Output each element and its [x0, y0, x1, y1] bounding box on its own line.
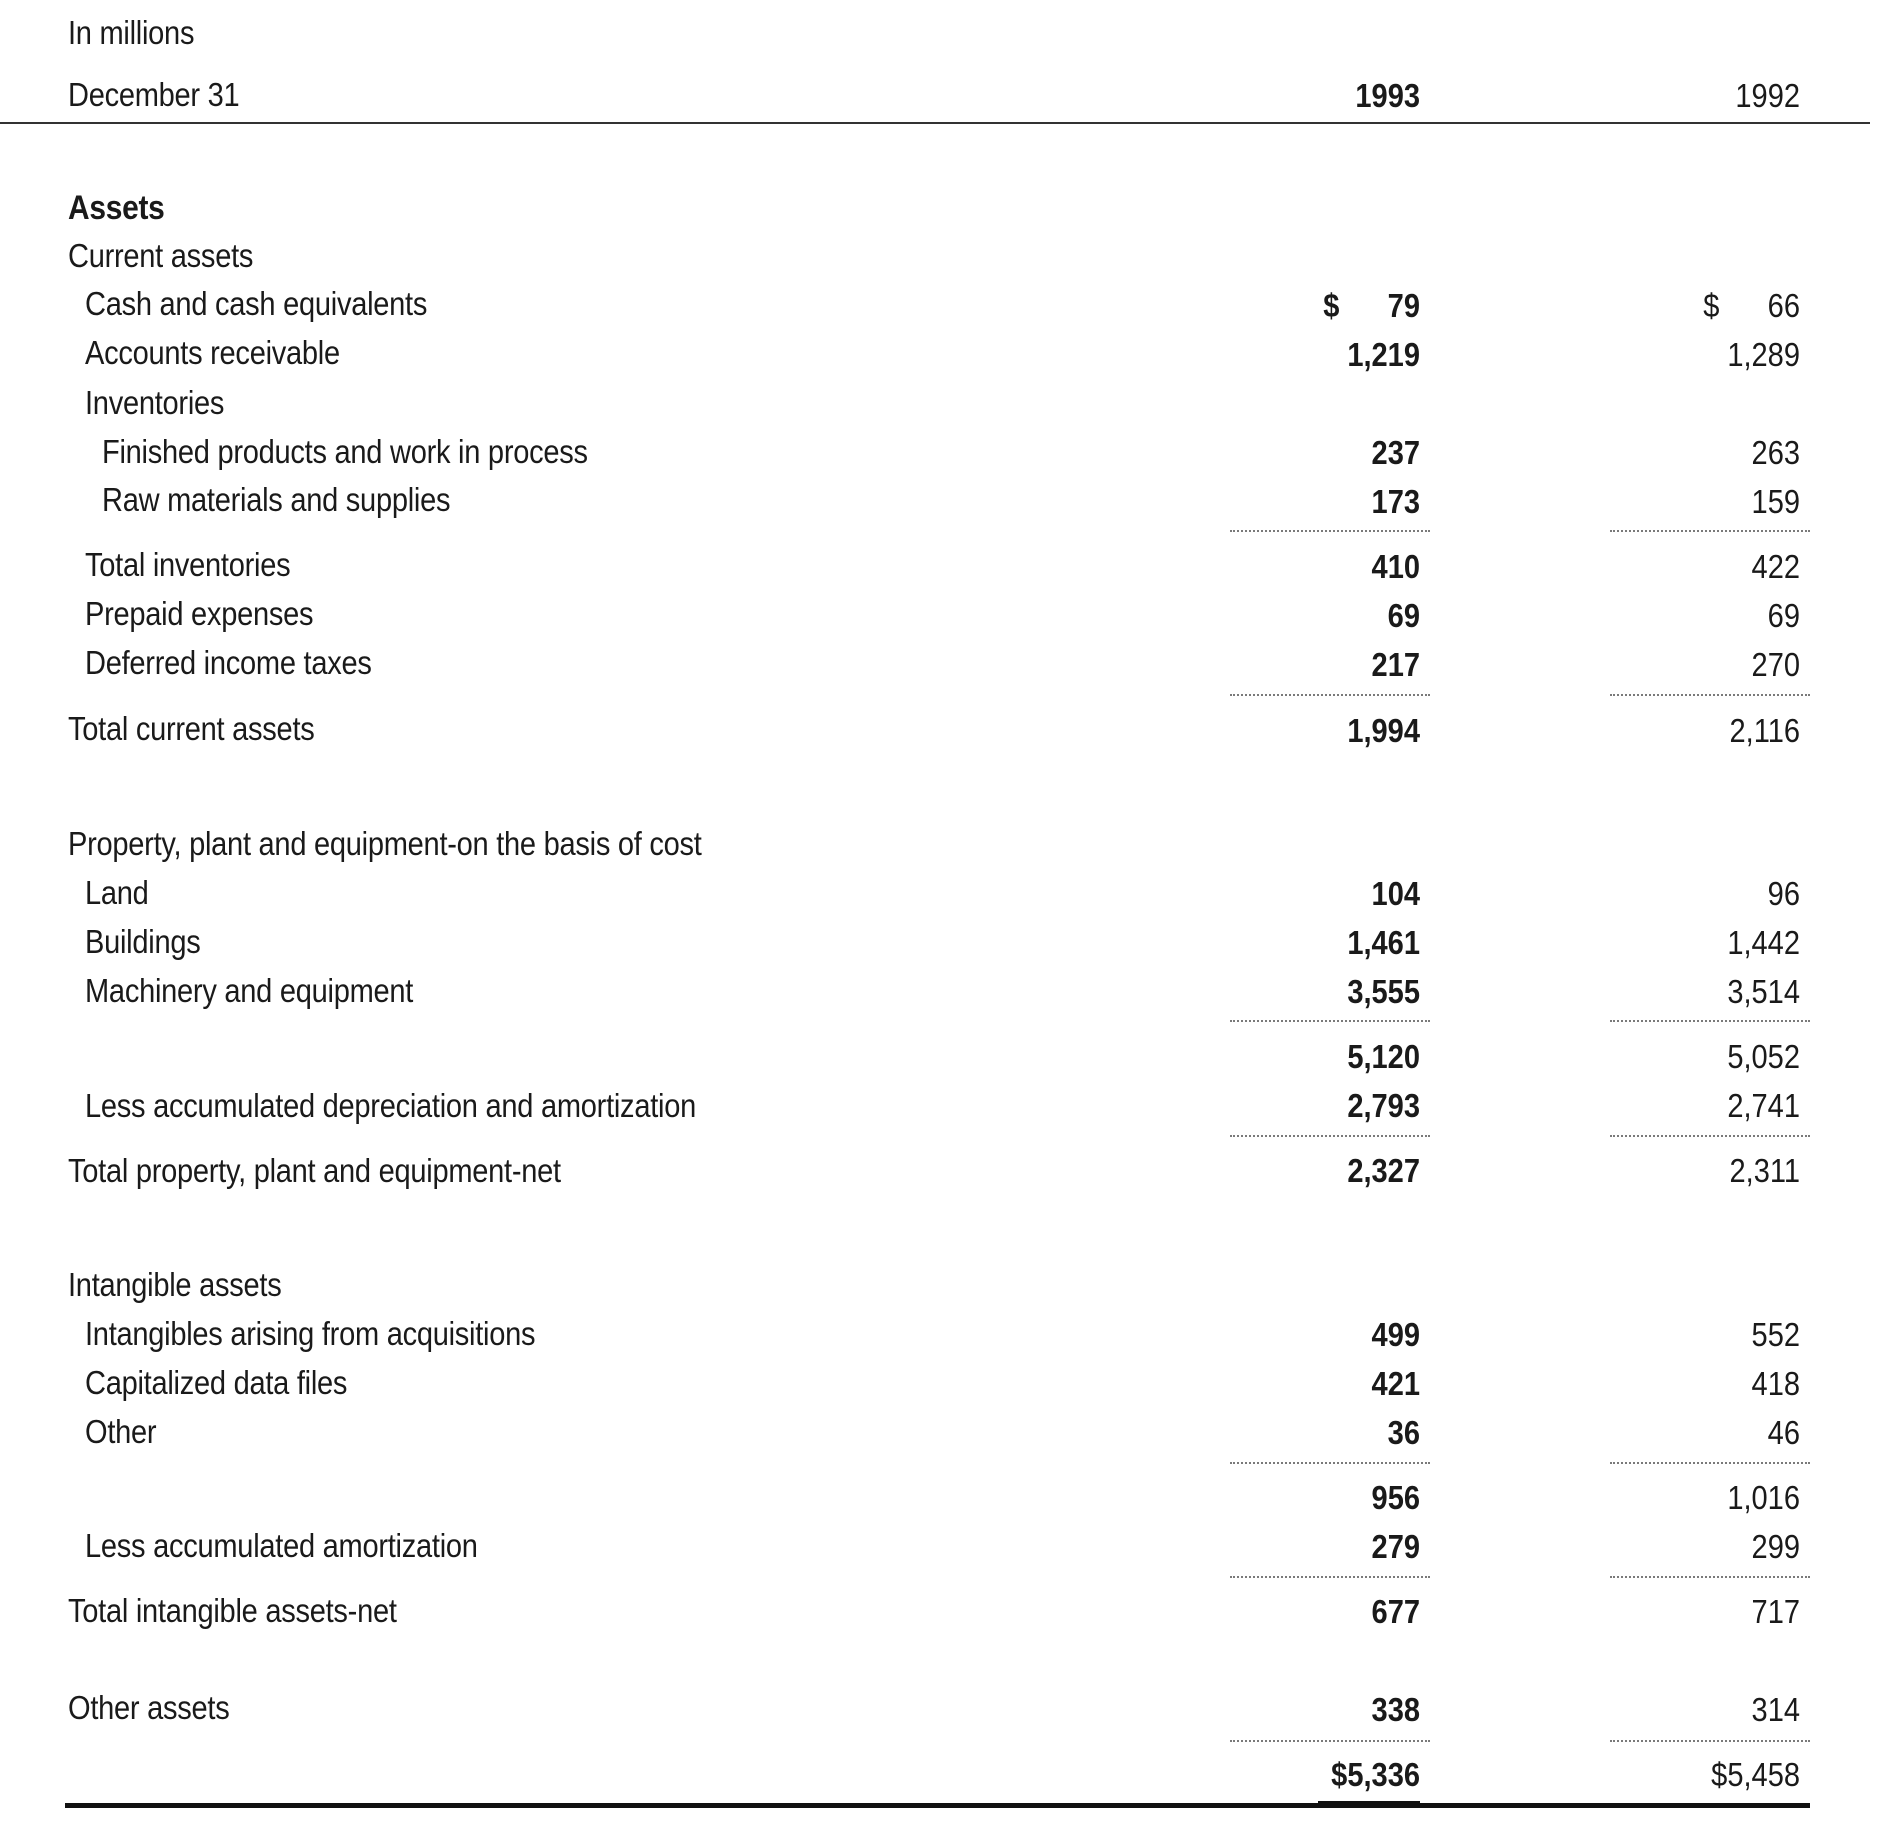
- prepaid-label: Prepaid expenses: [85, 595, 314, 632]
- deferred-current: 217: [1371, 646, 1420, 683]
- receivables-current: 1,219: [1347, 336, 1420, 373]
- subtotal-rule: [1610, 1462, 1810, 1464]
- receivables-prior: 1,289: [1727, 336, 1800, 373]
- machinery-label: Machinery and equipment: [85, 972, 414, 1009]
- buildings-label: Buildings: [85, 923, 201, 960]
- data-files-prior: 418: [1751, 1365, 1800, 1402]
- finished-prior: 263: [1751, 434, 1800, 471]
- total-current-current: 1,994: [1347, 712, 1420, 749]
- current-assets-heading: Current assets: [68, 237, 254, 274]
- total-ppe-prior: 2,311: [1729, 1152, 1800, 1189]
- machinery-current: 3,555: [1347, 973, 1420, 1010]
- subtotal-rule: [1610, 1020, 1810, 1022]
- cash-current-value: 79: [1387, 287, 1420, 324]
- raw-label: Raw materials and supplies: [102, 481, 451, 518]
- accum-dep-current: 2,793: [1347, 1087, 1420, 1124]
- accum-dep-prior: 2,741: [1727, 1087, 1800, 1124]
- buildings-prior: 1,442: [1727, 924, 1800, 961]
- ppe-subtotal-prior: 5,052: [1727, 1038, 1800, 1075]
- other-intangible-label: Other: [85, 1413, 157, 1450]
- total-assets-current: $5,336: [1331, 1756, 1420, 1793]
- header-rule: [0, 122, 1870, 124]
- data-files-current: 421: [1371, 1365, 1420, 1402]
- receivables-label: Accounts receivable: [85, 334, 340, 371]
- acquisitions-label: Intangibles arising from acquisitions: [85, 1315, 536, 1352]
- unit-label: In millions: [68, 14, 195, 51]
- accum-dep-label: Less accumulated depreciation and amorti…: [85, 1087, 696, 1124]
- raw-prior: 159: [1751, 483, 1800, 520]
- total-current-label: Total current assets: [68, 710, 315, 747]
- subtotal-rule: [1610, 1740, 1810, 1742]
- other-assets-current: 338: [1371, 1691, 1420, 1728]
- subtotal-rule: [1610, 1135, 1810, 1137]
- date-label: December 31: [68, 76, 240, 113]
- acquisitions-prior: 552: [1751, 1316, 1800, 1353]
- data-files-label: Capitalized data files: [85, 1364, 348, 1401]
- accum-amort-prior: 299: [1751, 1528, 1800, 1565]
- deferred-label: Deferred income taxes: [85, 644, 372, 681]
- land-prior: 96: [1767, 875, 1800, 912]
- subtotal-rule: [1230, 1020, 1430, 1022]
- cash-prior-value: 66: [1767, 287, 1800, 324]
- prepaid-prior: 69: [1767, 597, 1800, 634]
- subtotal-rule: [1230, 1135, 1430, 1137]
- total-intangible-label: Total intangible assets-net: [68, 1592, 397, 1629]
- other-intangible-current: 36: [1387, 1414, 1420, 1451]
- machinery-prior: 3,514: [1727, 973, 1800, 1010]
- subtotal-rule: [1230, 694, 1430, 696]
- intangibles-heading: Intangible assets: [68, 1266, 282, 1303]
- other-intangible-prior: 46: [1767, 1414, 1800, 1451]
- currency-symbol: $: [1703, 287, 1720, 324]
- prepaid-current: 69: [1387, 597, 1420, 634]
- intangible-subtotal-current: 956: [1371, 1479, 1420, 1516]
- subtotal-rule: [1610, 694, 1810, 696]
- land-label: Land: [85, 874, 149, 911]
- subtotal-rule: [1230, 1576, 1430, 1578]
- other-assets-prior: 314: [1751, 1691, 1800, 1728]
- bottom-rule: [65, 1803, 1810, 1808]
- subtotal-rule: [1230, 530, 1430, 532]
- inventories-heading: Inventories: [85, 384, 225, 421]
- cash-prior: $66: [1571, 286, 1800, 326]
- subtotal-rule: [1610, 530, 1810, 532]
- acquisitions-current: 499: [1371, 1316, 1420, 1353]
- buildings-current: 1,461: [1347, 924, 1420, 961]
- total-inventories-prior: 422: [1751, 548, 1800, 585]
- total-inventories-label: Total inventories: [85, 546, 291, 583]
- finished-current: 237: [1371, 434, 1420, 471]
- cash-label: Cash and cash equivalents: [85, 285, 428, 322]
- deferred-prior: 270: [1751, 646, 1800, 683]
- subtotal-rule: [1230, 1740, 1430, 1742]
- total-intangible-prior: 717: [1751, 1593, 1800, 1630]
- total-ppe-current: 2,327: [1347, 1152, 1420, 1189]
- cash-current: $79: [1191, 286, 1420, 326]
- ppe-heading: Property, plant and equipment-on the bas…: [68, 825, 702, 862]
- other-assets-label: Other assets: [68, 1689, 230, 1726]
- subtotal-rule: [1610, 1576, 1810, 1578]
- currency-symbol: $: [1323, 287, 1340, 324]
- subtotal-rule: [1230, 1462, 1430, 1464]
- land-current: 104: [1371, 875, 1420, 912]
- total-assets-prior: $5,458: [1711, 1756, 1800, 1793]
- total-underline: [1318, 1801, 1420, 1804]
- accum-amort-current: 279: [1371, 1528, 1420, 1565]
- total-inventories-current: 410: [1371, 548, 1420, 585]
- total-current-prior: 2,116: [1729, 712, 1800, 749]
- year-prior: 1992: [1735, 77, 1800, 114]
- intangible-subtotal-prior: 1,016: [1727, 1479, 1800, 1516]
- accum-amort-label: Less accumulated amortization: [85, 1527, 478, 1564]
- finished-label: Finished products and work in process: [102, 433, 588, 470]
- total-intangible-current: 677: [1371, 1593, 1420, 1630]
- total-ppe-label: Total property, plant and equipment-net: [68, 1152, 561, 1189]
- raw-current: 173: [1371, 483, 1420, 520]
- section-title: Assets: [68, 189, 165, 227]
- year-current: 1993: [1355, 77, 1420, 114]
- ppe-subtotal-current: 5,120: [1347, 1038, 1420, 1075]
